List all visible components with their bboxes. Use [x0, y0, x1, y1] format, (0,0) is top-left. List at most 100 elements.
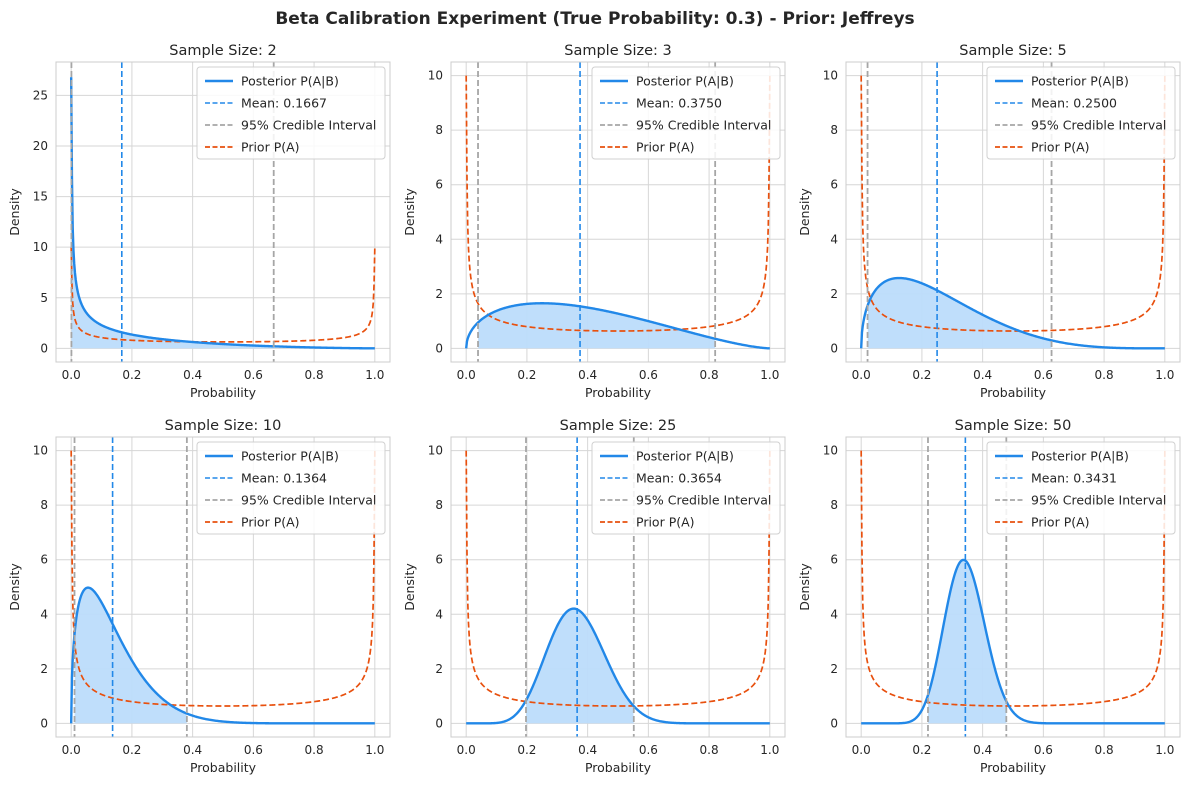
subplot-title: Sample Size: 50 — [955, 418, 1072, 434]
x-axis-label: Probability — [980, 760, 1047, 775]
x-tick-label: 0.6 — [1034, 743, 1053, 757]
x-tick-label: 0.0 — [457, 368, 476, 382]
y-tick-label: 0 — [40, 716, 48, 730]
subplot-1: 0.0 0.2 0.4 0.6 0.8 1.0 0 5 10 15 20 25 Probability D… — [7, 43, 391, 400]
y-tick-label: 6 — [40, 553, 48, 567]
y-axis-label: Density — [7, 563, 22, 611]
y-tick-label: 10 — [428, 69, 443, 83]
y-tick-label: 2 — [830, 662, 838, 676]
x-tick-label: 0.8 — [700, 743, 719, 757]
y-tick-label: 2 — [830, 287, 838, 301]
legend-prior-label: Prior P(A) — [241, 515, 300, 530]
y-tick-label: 0 — [435, 716, 443, 730]
x-axis-label: Probability — [980, 385, 1047, 400]
x-tick-label: 0.4 — [578, 368, 597, 382]
legend: Posterior P(A|B) Mean: 0.3431 95% Credible… — [986, 441, 1176, 535]
legend-box — [591, 66, 781, 160]
x-axis-label: Probability — [585, 385, 652, 400]
x-tick-label: 0.0 — [852, 743, 871, 757]
subplot-5: 0.0 0.2 0.4 0.6 0.8 1.0 0 2 4 6 8 10 Probability Dens… — [402, 418, 786, 775]
y-tick-label: 0 — [435, 341, 443, 355]
legend-posterior-label: Posterior P(A|B) — [636, 449, 734, 464]
legend-posterior-label: Posterior P(A|B) — [1031, 74, 1129, 89]
y-axis-label: Density — [7, 188, 22, 236]
axes-frame — [450, 61, 786, 363]
x-tick-label: 0.2 — [912, 368, 931, 382]
legend-prior-label: Prior P(A) — [241, 140, 300, 155]
y-tick-label: 10 — [33, 444, 48, 458]
posterior-curve — [859, 276, 1165, 350]
x-tick-label: 0.6 — [639, 368, 658, 382]
x-tick-label: 0.6 — [639, 743, 658, 757]
legend-box — [986, 66, 1176, 160]
prior-curve — [70, 450, 376, 707]
x-tick-label: 0.2 — [517, 743, 536, 757]
prior-curve — [465, 450, 771, 707]
y-tick-label: 0 — [830, 341, 838, 355]
x-tick-label: 0.8 — [305, 743, 324, 757]
legend-box — [591, 441, 781, 535]
x-tick-label: 0.8 — [1095, 743, 1114, 757]
posterior-curve — [466, 607, 770, 725]
x-axis-label: Probability — [585, 760, 652, 775]
y-tick-label: 25 — [33, 88, 48, 102]
legend-credible-interval-label: 95% Credible Interval — [1031, 493, 1166, 508]
legend-prior-label: Prior P(A) — [636, 515, 695, 530]
legend: Posterior P(A|B) Mean: 0.1364 95% Credible… — [196, 441, 386, 535]
credible-interval-fill — [478, 303, 716, 349]
y-tick-label: 20 — [33, 139, 48, 153]
legend-posterior-label: Posterior P(A|B) — [241, 449, 339, 464]
x-tick-label: 0.4 — [973, 743, 992, 757]
x-tick-label: 0.0 — [62, 368, 81, 382]
plot-content — [464, 62, 771, 362]
legend: Posterior P(A|B) Mean: 0.2500 95% Credible… — [986, 66, 1176, 160]
x-tick-label: 1.0 — [760, 368, 779, 382]
x-tick-label: 0.4 — [183, 368, 202, 382]
x-tick-label: 1.0 — [760, 743, 779, 757]
legend: Posterior P(A|B) Mean: 0.3750 95% Credible… — [591, 66, 781, 160]
y-tick-label: 0 — [830, 716, 838, 730]
y-tick-label: 8 — [435, 498, 443, 512]
legend-mean-label: Mean: 0.1364 — [241, 471, 327, 486]
y-tick-label: 4 — [435, 232, 443, 246]
y-axis-label: Density — [797, 563, 812, 611]
subplot-title: Sample Size: 25 — [560, 418, 677, 434]
legend-posterior-label: Posterior P(A|B) — [241, 74, 339, 89]
y-axis-label: Density — [402, 563, 417, 611]
legend-credible-interval-label: 95% Credible Interval — [241, 118, 376, 133]
x-tick-label: 0.2 — [517, 368, 536, 382]
x-tick-label: 0.4 — [973, 368, 992, 382]
legend-mean-label: Mean: 0.1667 — [241, 96, 327, 111]
axes-frame — [450, 436, 786, 738]
y-tick-label: 4 — [40, 607, 48, 621]
y-tick-label: 8 — [40, 498, 48, 512]
legend: Posterior P(A|B) Mean: 0.1667 95% Credible… — [196, 66, 386, 160]
y-tick-label: 15 — [33, 190, 48, 204]
y-axis-label: Density — [402, 188, 417, 236]
x-tick-label: 0.4 — [578, 743, 597, 757]
plot-content — [859, 62, 1166, 362]
axes-frame — [845, 61, 1181, 363]
posterior-curve — [464, 302, 770, 350]
legend-prior-label: Prior P(A) — [1031, 140, 1090, 155]
prior-curve — [70, 247, 376, 343]
credible-interval-fill — [71, 177, 274, 349]
x-axis-label: Probability — [190, 385, 257, 400]
x-tick-label: 1.0 — [1155, 368, 1174, 382]
x-tick-label: 1.0 — [1155, 743, 1174, 757]
x-tick-label: 0.6 — [1034, 368, 1053, 382]
y-tick-label: 10 — [33, 240, 48, 254]
y-tick-label: 6 — [435, 553, 443, 567]
x-tick-label: 0.0 — [62, 743, 81, 757]
legend-posterior-label: Posterior P(A|B) — [1031, 449, 1129, 464]
legend-mean-label: Mean: 0.3654 — [636, 471, 722, 486]
y-tick-label: 4 — [830, 607, 838, 621]
subplot-2: 0.0 0.2 0.4 0.6 0.8 1.0 0 2 4 6 8 10 Probability Dens… — [402, 43, 786, 400]
axes-frame — [55, 61, 391, 363]
legend: Posterior P(A|B) Mean: 0.3654 95% Credible… — [591, 441, 781, 535]
legend-credible-interval-label: 95% Credible Interval — [1031, 118, 1166, 133]
legend-prior-label: Prior P(A) — [636, 140, 695, 155]
y-tick-label: 6 — [830, 553, 838, 567]
subplot-title: Sample Size: 10 — [165, 418, 282, 434]
